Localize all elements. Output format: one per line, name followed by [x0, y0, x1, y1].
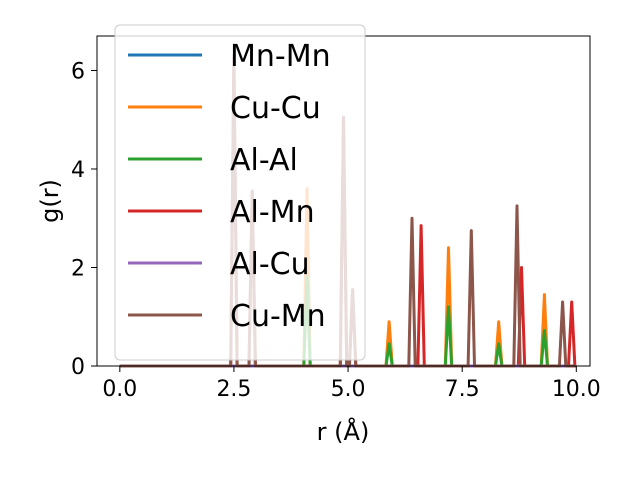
x-tick-label: 0.0 — [102, 377, 137, 402]
x-tick-label: 7.5 — [445, 377, 480, 402]
y-tick-label: 2 — [71, 256, 85, 281]
legend-label-al-al: Al-Al — [230, 143, 298, 178]
y-axis: 0 2 4 6 — [71, 59, 97, 380]
legend-label-al-cu: Al-Cu — [230, 247, 310, 282]
legend-label-cu-cu: Cu-Cu — [230, 91, 321, 126]
legend-label-cu-mn: Cu-Mn — [230, 299, 326, 334]
y-tick-label: 6 — [71, 59, 85, 84]
x-tick-label: 5.0 — [331, 377, 366, 402]
legend-label-mn-mn: Mn-Mn — [230, 39, 331, 74]
x-tick-label: 2.5 — [216, 377, 251, 402]
x-axis-label: r (Å) — [317, 417, 370, 446]
y-tick-label: 4 — [71, 158, 85, 183]
y-axis-label: g(r) — [36, 179, 64, 223]
legend-label-al-mn: Al-Mn — [230, 195, 315, 230]
legend: Mn-Mn Cu-Cu Al-Al Al-Mn Al-Cu Cu-Mn — [114, 24, 366, 361]
x-tick-label: 10.0 — [552, 377, 601, 402]
y-tick-label: 0 — [71, 355, 85, 380]
x-axis: 0.0 2.5 5.0 7.5 10.0 — [102, 366, 601, 402]
legend-box — [114, 24, 366, 361]
